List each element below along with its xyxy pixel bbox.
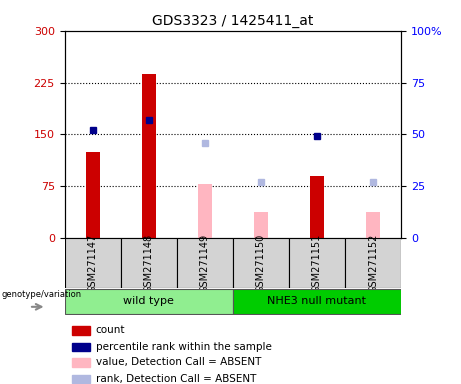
- Bar: [177, 238, 233, 288]
- Bar: [310, 176, 324, 238]
- Bar: [65, 290, 233, 313]
- Bar: [289, 238, 345, 288]
- Bar: [254, 212, 268, 238]
- Text: wild type: wild type: [123, 296, 174, 306]
- Bar: [142, 74, 156, 238]
- Bar: [72, 343, 90, 351]
- Bar: [72, 374, 90, 383]
- Bar: [65, 238, 121, 288]
- Text: rank, Detection Call = ABSENT: rank, Detection Call = ABSENT: [95, 374, 256, 384]
- Text: GSM271147: GSM271147: [88, 233, 98, 293]
- Text: GSM271152: GSM271152: [368, 233, 378, 293]
- Text: GSM271151: GSM271151: [312, 233, 322, 293]
- Bar: [72, 358, 90, 367]
- Text: NHE3 null mutant: NHE3 null mutant: [267, 296, 366, 306]
- Text: percentile rank within the sample: percentile rank within the sample: [95, 342, 272, 352]
- Bar: [233, 238, 289, 288]
- Text: GSM271150: GSM271150: [256, 233, 266, 293]
- Bar: [233, 290, 401, 313]
- Text: GSM271149: GSM271149: [200, 233, 210, 293]
- Bar: [345, 238, 401, 288]
- Bar: [86, 152, 100, 238]
- Text: genotype/variation: genotype/variation: [1, 290, 82, 299]
- Bar: [366, 212, 380, 238]
- Text: count: count: [95, 326, 125, 336]
- Bar: [72, 326, 90, 335]
- Bar: [198, 184, 212, 238]
- Text: GSM271148: GSM271148: [144, 233, 154, 293]
- Title: GDS3323 / 1425411_at: GDS3323 / 1425411_at: [152, 14, 313, 28]
- Text: value, Detection Call = ABSENT: value, Detection Call = ABSENT: [95, 358, 261, 367]
- Bar: [121, 238, 177, 288]
